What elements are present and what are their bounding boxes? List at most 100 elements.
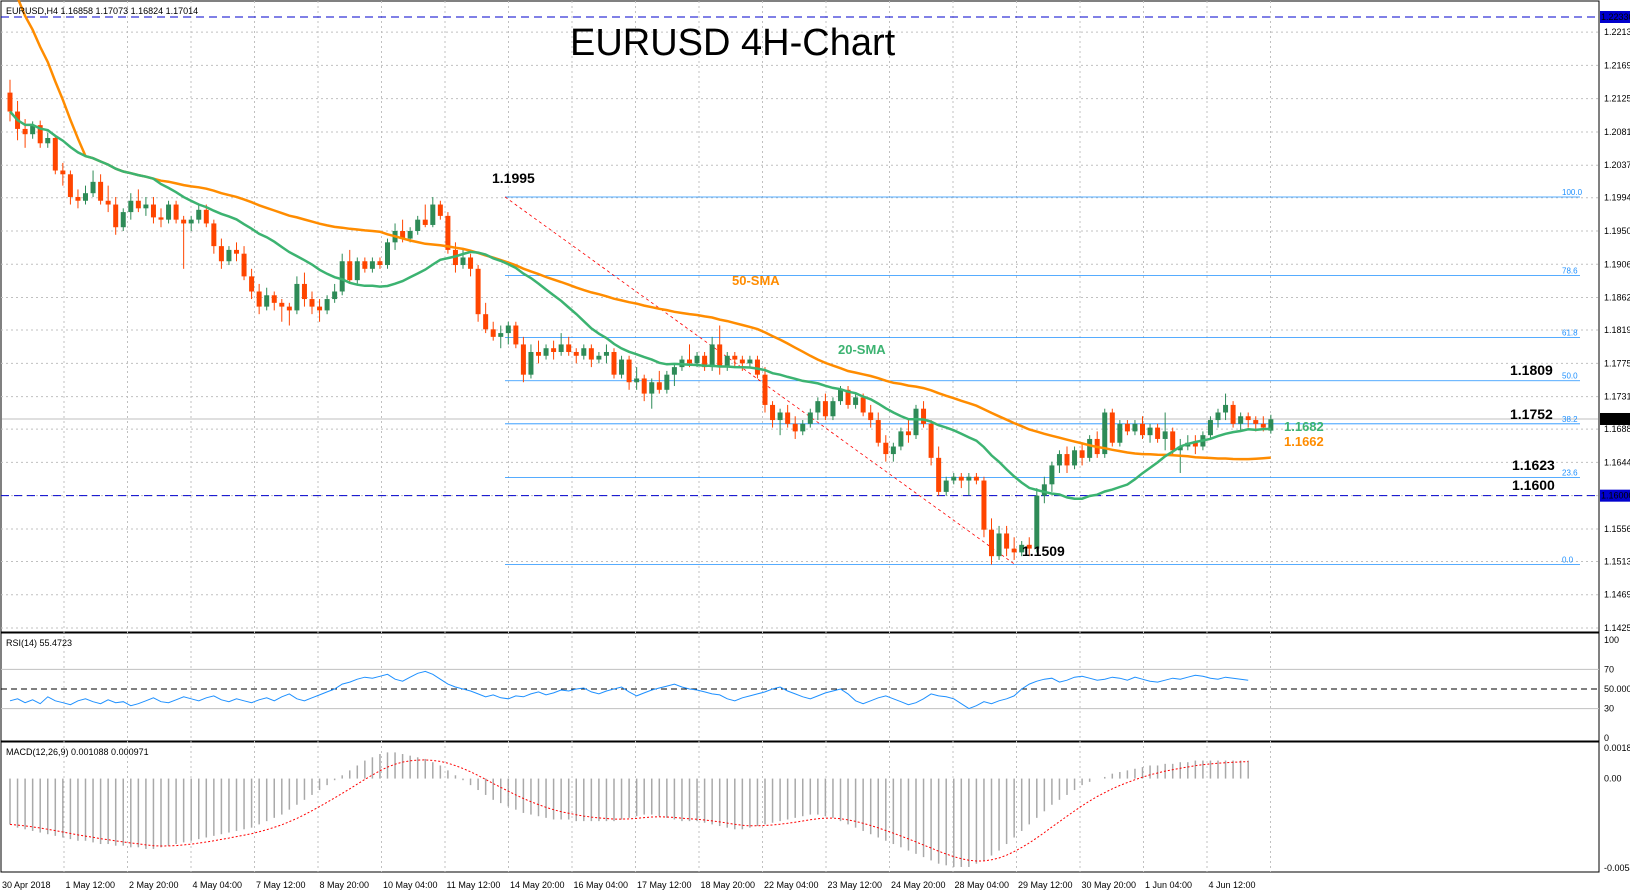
candle-body bbox=[468, 257, 474, 269]
chart-title: EURUSD 4H-Chart bbox=[570, 22, 896, 64]
candle-body bbox=[588, 348, 594, 360]
candle-body bbox=[958, 476, 964, 481]
x-tick-label: 29 May 12:00 bbox=[1018, 880, 1073, 890]
candle-body bbox=[973, 476, 979, 481]
candle-body bbox=[60, 170, 66, 175]
candle-body bbox=[1140, 423, 1145, 436]
candle-body bbox=[490, 329, 496, 337]
candle-body bbox=[777, 412, 783, 421]
candle-body bbox=[528, 351, 534, 375]
candle-body bbox=[67, 174, 73, 197]
candle-body bbox=[1215, 412, 1221, 421]
candle-body bbox=[460, 257, 466, 266]
rsi-tick-label: 30 bbox=[1604, 704, 1614, 714]
x-tick-label: 14 May 20:00 bbox=[510, 880, 565, 890]
candle-body bbox=[754, 359, 760, 375]
candle-body bbox=[762, 374, 768, 405]
candle-body bbox=[536, 351, 541, 356]
sma-layer bbox=[9, 0, 1271, 500]
candle-body bbox=[649, 382, 655, 394]
level-1752-label: 1.1752 bbox=[1510, 406, 1553, 422]
price-tick-label: 1.20370 bbox=[1604, 160, 1630, 170]
candle-body bbox=[853, 397, 859, 405]
candle-body bbox=[1170, 431, 1176, 451]
x-tick-label: 17 May 12:00 bbox=[637, 880, 692, 890]
candle-body bbox=[732, 355, 738, 360]
candle-body bbox=[1238, 416, 1244, 424]
candle-body bbox=[249, 276, 255, 292]
candle-body bbox=[596, 355, 602, 360]
candle-body bbox=[226, 249, 232, 262]
candle-body bbox=[385, 242, 390, 266]
candle-body bbox=[241, 253, 247, 277]
price-tick-label: 1.16880 bbox=[1604, 424, 1630, 434]
grid-layer bbox=[1, 1, 1599, 872]
candle-body bbox=[1147, 427, 1153, 436]
candle-body bbox=[1268, 419, 1274, 431]
top-price-tag bbox=[1600, 11, 1630, 23]
top-price-tag-label: 1.22330 bbox=[1601, 12, 1630, 22]
candle-body bbox=[573, 351, 579, 356]
candle-body bbox=[785, 412, 791, 424]
support-price-tag-label: 1.16000 bbox=[1601, 491, 1630, 501]
candle-body bbox=[566, 344, 572, 352]
macd-tick-label: 0.001868 bbox=[1604, 743, 1630, 753]
candle-body bbox=[120, 212, 126, 228]
candle-body bbox=[1079, 450, 1085, 458]
rsi-tick-label: 70 bbox=[1604, 664, 1614, 674]
candle-body bbox=[279, 302, 285, 307]
x-tick-label: 4 Jun 12:00 bbox=[1209, 880, 1256, 890]
sma50-value-label: 1.1662 bbox=[1284, 434, 1324, 449]
candle-body bbox=[770, 404, 776, 421]
candle-body bbox=[377, 261, 383, 266]
candle-body bbox=[634, 378, 640, 383]
candles-layer bbox=[7, 79, 1274, 565]
price-tick-label: 1.15130 bbox=[1604, 556, 1630, 566]
candle-body bbox=[196, 209, 202, 220]
candle-body bbox=[135, 200, 141, 209]
candle-body bbox=[166, 204, 172, 220]
price-tick-label: 1.17750 bbox=[1604, 358, 1630, 368]
candle-body bbox=[558, 344, 564, 352]
rsi-tick-label: 0 bbox=[1604, 733, 1609, 743]
candle-body bbox=[1064, 454, 1070, 466]
fibonacci-label: 78.6 bbox=[1562, 267, 1578, 276]
candle-body bbox=[1117, 423, 1123, 443]
candle-body bbox=[656, 382, 662, 390]
candle-body bbox=[868, 412, 874, 421]
candle-body bbox=[890, 446, 896, 455]
fibonacci-label: 100.0 bbox=[1562, 188, 1583, 197]
candle-body bbox=[1041, 484, 1047, 496]
candle-body bbox=[951, 476, 957, 481]
fibonacci-layer: 100.0 78.6 61.8 50.0 38.2 23.6 0.0 bbox=[504, 188, 1583, 565]
candle-body bbox=[158, 217, 164, 220]
high-label: 1.1995 bbox=[492, 170, 535, 186]
candle-body bbox=[792, 423, 798, 432]
candle-body bbox=[1260, 423, 1266, 428]
x-tick-label: 18 May 20:00 bbox=[701, 880, 756, 890]
fibonacci-label: 61.8 bbox=[1562, 329, 1578, 338]
candle-body bbox=[1223, 404, 1229, 413]
candle-body bbox=[181, 219, 187, 224]
candle-body bbox=[875, 420, 881, 443]
macd-panel-frame bbox=[0, 741, 1600, 873]
fibonacci-label: 38.2 bbox=[1562, 415, 1578, 424]
candle-body bbox=[354, 261, 360, 281]
candle-body bbox=[1124, 423, 1130, 432]
x-tick-label: 23 May 12:00 bbox=[828, 880, 883, 890]
candle-body bbox=[943, 480, 949, 492]
candle-body bbox=[45, 137, 51, 144]
candle-body bbox=[807, 412, 813, 424]
candle-body bbox=[505, 325, 511, 334]
price-tick-label: 1.18620 bbox=[1604, 293, 1630, 303]
price-tick-label: 1.17310 bbox=[1604, 392, 1630, 402]
candle-body bbox=[830, 401, 836, 417]
candle-body bbox=[1230, 404, 1236, 424]
sma20-value-label: 1.1682 bbox=[1284, 419, 1324, 434]
candle-body bbox=[150, 204, 156, 218]
price-tick-label: 1.18190 bbox=[1604, 325, 1630, 335]
x-tick-label: 22 May 04:00 bbox=[764, 880, 819, 890]
candle-body bbox=[551, 348, 557, 352]
candle-body bbox=[37, 125, 43, 144]
candle-body bbox=[437, 204, 443, 216]
